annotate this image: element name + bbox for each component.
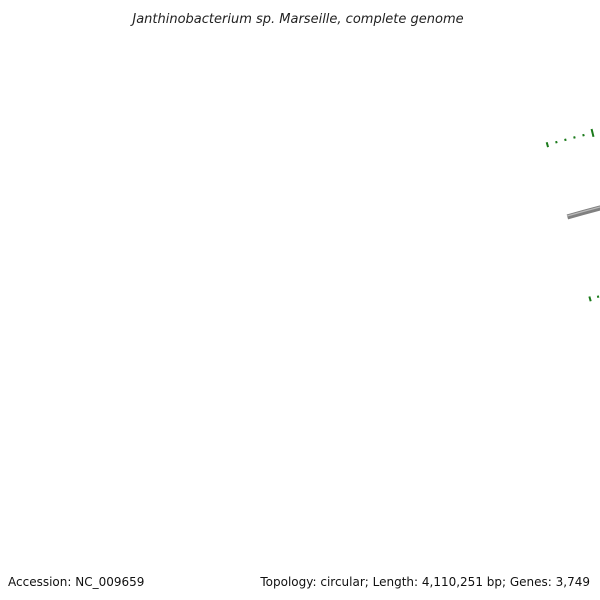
- minor-tick-outer: [555, 140, 558, 144]
- genome-summary-text: Topology: circular; Length: 4,110,251 bp…: [259, 575, 590, 589]
- backbone-highlight: [566, 206, 600, 217]
- major-tick-outer: [590, 128, 595, 138]
- map-title: Janthinobacterium sp. Marseille, complet…: [129, 12, 463, 27]
- minor-tick-outer: [564, 138, 567, 142]
- minor-tick-outer: [545, 141, 550, 148]
- minor-tick-inner: [596, 295, 600, 298]
- minor-tick-inner: [588, 296, 592, 302]
- scale-ticks: [545, 128, 600, 302]
- minor-tick-outer: [582, 133, 585, 137]
- backbone-arc: [566, 205, 600, 220]
- minor-tick-outer: [573, 136, 576, 139]
- accession-text: Accession: NC_009659: [8, 575, 144, 589]
- genome-backbone: [566, 205, 600, 220]
